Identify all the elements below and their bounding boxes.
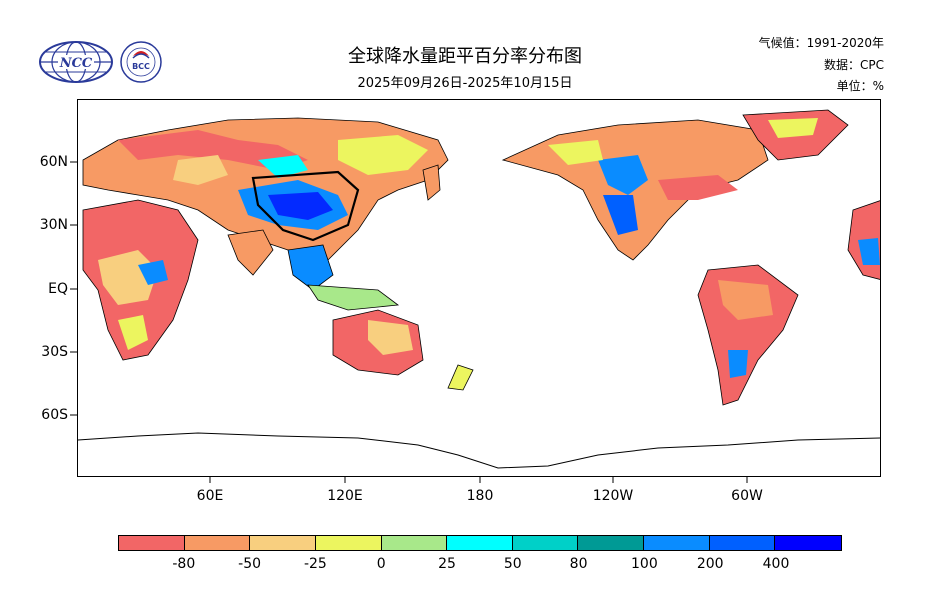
legend-label: 25: [438, 556, 456, 572]
legend-swatch: [709, 536, 776, 550]
ncc-logo: NCC: [38, 40, 114, 84]
svg-text:BCC: BCC: [132, 62, 150, 71]
legend-swatch: [381, 536, 448, 550]
lat-label-eq: EQ: [48, 281, 68, 297]
lat-label-30n: 30N: [39, 217, 68, 233]
legend-label: 200: [696, 556, 724, 572]
legend-label: -80: [172, 556, 196, 572]
color-legend: [118, 535, 842, 551]
ncc-globe-icon: NCC: [39, 41, 113, 83]
world-map: [78, 109, 880, 469]
legend-swatch: [578, 536, 644, 550]
lon-label-120e: 120E: [327, 488, 363, 504]
legend-label: 80: [569, 556, 588, 572]
legend-swatch: [775, 536, 841, 550]
legend-label: 0: [376, 556, 386, 572]
lat-ticks: [70, 161, 77, 416]
antarctica-outline: [78, 432, 880, 469]
precipitation-anomaly-map: [77, 99, 881, 477]
lon-label-120w: 120W: [592, 488, 634, 504]
india-landmass: [227, 229, 274, 276]
legend-swatch: [250, 536, 316, 550]
lat-label-30s: 30S: [41, 344, 68, 360]
bcc-logo: BCC: [119, 40, 163, 84]
legend-swatch: [315, 536, 382, 550]
legend-label: -50: [238, 556, 262, 572]
data-source: 数据：CPC: [824, 58, 884, 72]
legend-swatch: [512, 536, 579, 550]
legend-swatch: [447, 536, 513, 550]
lon-label-60e: 60E: [196, 488, 224, 504]
legend-label: -25: [303, 556, 327, 572]
lon-ticks: [209, 476, 748, 483]
climate-period: 气候值：1991-2020年: [758, 36, 884, 50]
map-title: 全球降水量距平百分率分布图: [348, 46, 582, 67]
legend-swatch: [184, 536, 251, 550]
lon-label-180: 180: [466, 488, 494, 504]
svg-text:NCC: NCC: [59, 56, 93, 71]
bcc-swirl-icon: BCC: [120, 41, 162, 83]
date-range: 2025年09月26日-2025年10月15日: [357, 76, 573, 91]
legend-label: 50: [503, 556, 522, 572]
legend-label: 400: [762, 556, 790, 572]
lat-label-60n: 60N: [39, 154, 68, 170]
lat-label-60s: 60S: [41, 407, 68, 423]
legend-label: 100: [631, 556, 658, 572]
legend-swatch: [644, 536, 710, 550]
legend-swatch: [119, 536, 185, 550]
unit-label: 单位：%: [836, 79, 884, 93]
lon-label-60w: 60W: [731, 488, 763, 504]
